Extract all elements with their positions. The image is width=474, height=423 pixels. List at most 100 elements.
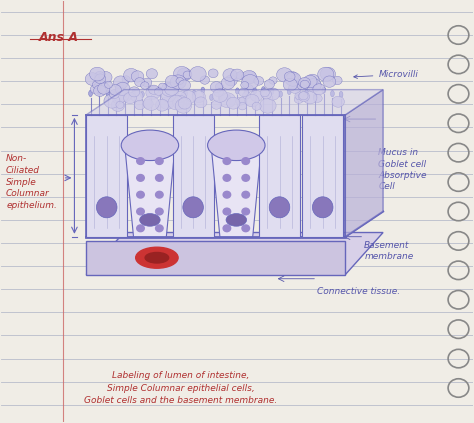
Polygon shape	[86, 233, 383, 275]
Circle shape	[260, 88, 269, 97]
Ellipse shape	[262, 87, 265, 93]
Ellipse shape	[305, 90, 309, 96]
Circle shape	[223, 225, 231, 232]
Circle shape	[214, 88, 223, 97]
Ellipse shape	[140, 91, 144, 98]
Circle shape	[155, 225, 163, 232]
Circle shape	[219, 93, 236, 108]
Circle shape	[223, 175, 231, 181]
Ellipse shape	[183, 91, 187, 97]
Text: Labeling of lumen of intestine,
Simple Columnar epithelial cells,
Goblet cells a: Labeling of lumen of intestine, Simple C…	[84, 371, 277, 405]
Circle shape	[259, 98, 276, 113]
Circle shape	[299, 92, 308, 100]
Circle shape	[242, 208, 249, 215]
Text: Mucus in
Goblet cell
Absorptive
Cell: Mucus in Goblet cell Absorptive Cell	[378, 148, 427, 191]
Polygon shape	[125, 151, 174, 237]
Ellipse shape	[322, 87, 326, 93]
Circle shape	[211, 100, 221, 109]
Polygon shape	[346, 90, 383, 237]
Circle shape	[161, 89, 176, 102]
Circle shape	[303, 75, 317, 88]
Text: Basement
membrane: Basement membrane	[364, 241, 413, 261]
Circle shape	[200, 76, 210, 84]
Ellipse shape	[226, 214, 246, 226]
Circle shape	[168, 95, 184, 110]
Circle shape	[130, 91, 143, 102]
Circle shape	[287, 71, 298, 81]
Ellipse shape	[97, 197, 117, 218]
Circle shape	[120, 92, 131, 102]
Circle shape	[245, 85, 253, 92]
Circle shape	[292, 74, 299, 81]
Circle shape	[155, 99, 169, 111]
Text: Ans A: Ans A	[39, 31, 79, 44]
Circle shape	[242, 70, 256, 84]
Circle shape	[142, 78, 152, 87]
Circle shape	[208, 69, 218, 78]
Circle shape	[276, 68, 292, 82]
Ellipse shape	[339, 91, 343, 98]
Circle shape	[297, 79, 310, 90]
Circle shape	[239, 88, 249, 97]
Ellipse shape	[287, 88, 291, 95]
Text: Microvilli: Microvilli	[354, 70, 418, 79]
Ellipse shape	[149, 88, 153, 94]
Circle shape	[135, 77, 145, 87]
Circle shape	[124, 69, 139, 82]
Circle shape	[252, 102, 261, 110]
Circle shape	[236, 97, 245, 105]
Circle shape	[221, 77, 235, 89]
Circle shape	[116, 102, 124, 108]
Circle shape	[109, 90, 119, 99]
Circle shape	[131, 71, 144, 82]
Circle shape	[294, 95, 303, 104]
Circle shape	[137, 158, 144, 165]
Circle shape	[175, 99, 191, 113]
Ellipse shape	[218, 94, 222, 100]
Polygon shape	[86, 90, 383, 115]
Ellipse shape	[175, 88, 179, 94]
Circle shape	[264, 80, 274, 89]
Circle shape	[98, 83, 110, 94]
Ellipse shape	[296, 94, 300, 100]
Circle shape	[238, 97, 247, 104]
Circle shape	[285, 72, 301, 86]
Circle shape	[318, 67, 334, 82]
Circle shape	[333, 76, 342, 85]
Ellipse shape	[312, 197, 333, 218]
Circle shape	[155, 175, 163, 181]
Circle shape	[177, 68, 191, 81]
Circle shape	[261, 90, 272, 99]
Circle shape	[170, 75, 186, 89]
Circle shape	[269, 77, 277, 84]
Circle shape	[90, 85, 100, 93]
Circle shape	[223, 158, 231, 165]
Circle shape	[254, 77, 264, 85]
Ellipse shape	[210, 94, 213, 101]
Circle shape	[283, 78, 297, 91]
Circle shape	[113, 76, 128, 89]
Circle shape	[128, 87, 140, 97]
Ellipse shape	[132, 89, 136, 96]
Circle shape	[225, 75, 237, 86]
Ellipse shape	[236, 88, 239, 94]
Circle shape	[244, 71, 256, 82]
Circle shape	[195, 97, 207, 108]
Ellipse shape	[330, 91, 334, 97]
Circle shape	[250, 91, 263, 102]
Ellipse shape	[123, 91, 127, 98]
Circle shape	[105, 81, 112, 88]
Circle shape	[137, 175, 144, 181]
Bar	[86, 115, 127, 237]
Circle shape	[94, 71, 104, 80]
Circle shape	[94, 80, 108, 93]
Ellipse shape	[106, 90, 109, 96]
Circle shape	[299, 77, 310, 88]
Circle shape	[313, 84, 325, 95]
Ellipse shape	[89, 90, 92, 96]
Circle shape	[90, 67, 105, 81]
Circle shape	[93, 85, 106, 96]
Circle shape	[223, 191, 231, 198]
Circle shape	[173, 96, 188, 110]
Circle shape	[223, 69, 237, 81]
